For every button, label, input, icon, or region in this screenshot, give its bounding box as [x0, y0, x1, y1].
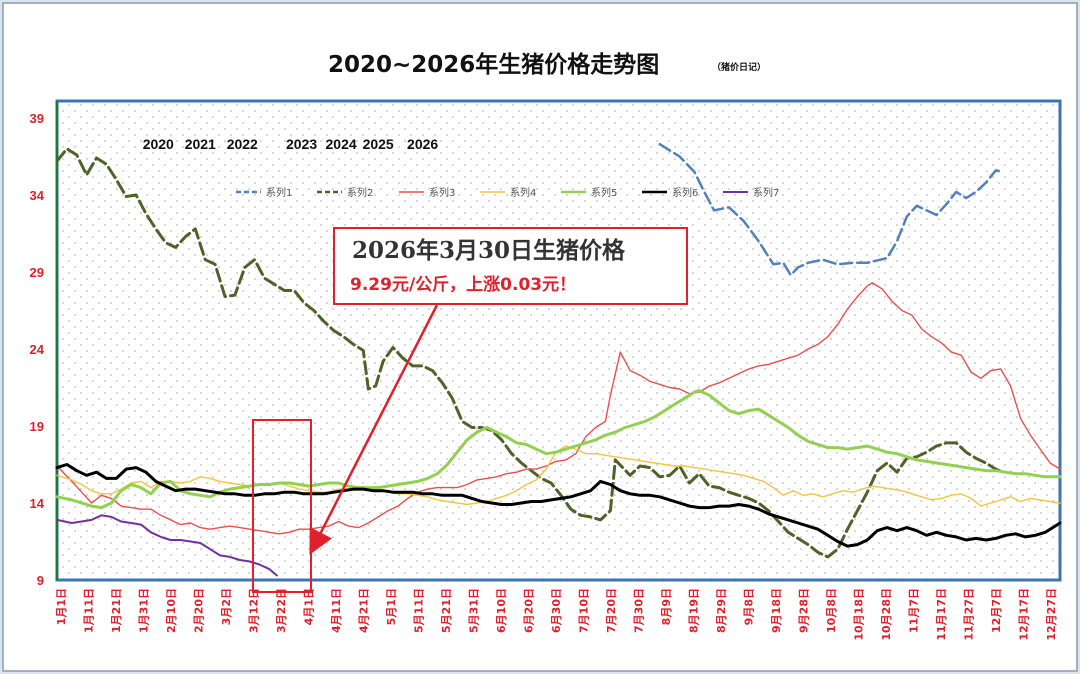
y-tick-label: 9 [37, 573, 44, 588]
annotation-title: 2026年3月30日生猪价格 [352, 237, 626, 264]
series-line-系列2 [55, 147, 1005, 559]
legend-label: 系列6 [672, 186, 698, 199]
year-label: 2020 [143, 136, 174, 152]
year-label: 2024 [326, 136, 357, 152]
series-line-系列1 [658, 142, 1005, 277]
x-tick-label: 1月31日 [138, 588, 151, 633]
x-tick-label: 11月27日 [963, 588, 976, 641]
y-tick-label: 24 [30, 342, 45, 357]
chart-subtitle: （猪价日记） [712, 61, 766, 73]
annotation-arrow [309, 304, 439, 555]
legend-label: 系列1 [266, 186, 292, 199]
x-tick-label: 5月11日 [413, 588, 426, 633]
series-line-系列6 [55, 463, 1062, 548]
year-label: 2023 [286, 136, 317, 152]
x-tick-label: 5月1日 [385, 588, 398, 625]
x-tick-label: 5月31日 [468, 588, 481, 633]
x-tick-label: 11月7日 [908, 588, 921, 633]
annotation-detail: 9.29元/公斤，上涨0.03元！ [350, 275, 576, 295]
x-tick-label: 10月8日 [825, 588, 838, 633]
y-tick-label: 19 [30, 419, 44, 434]
x-tick-label: 12月27日 [1045, 588, 1058, 641]
x-tick-label: 7月20日 [605, 588, 618, 633]
x-tick-label: 12月7日 [990, 588, 1003, 633]
x-tick-label: 2月20日 [193, 588, 206, 633]
legend-label: 系列2 [347, 186, 373, 199]
x-tick-label: 1月1日 [55, 588, 68, 625]
x-tick-label: 9月8日 [743, 588, 756, 625]
x-tick-label: 10月18日 [853, 588, 866, 641]
plot-area [57, 101, 1060, 580]
x-tick-label: 6月30日 [550, 588, 563, 633]
x-tick-label: 3月2日 [220, 588, 233, 625]
legend-label: 系列5 [591, 186, 617, 199]
x-tick-label: 2月10日 [165, 588, 178, 633]
x-tick-label: 11月17日 [935, 588, 948, 641]
year-label: 2022 [227, 136, 258, 152]
x-tick-label: 6月10日 [495, 588, 508, 633]
series-line-系列3 [56, 282, 1061, 535]
x-tick-label: 8月9日 [660, 588, 673, 625]
annotation-box [333, 227, 688, 305]
x-tick-label: 10月28日 [880, 588, 893, 641]
year-label: 2026 [407, 136, 438, 152]
x-tick-label: 6月20日 [523, 588, 536, 633]
y-tick-label: 14 [30, 496, 45, 511]
year-label: 2021 [185, 136, 216, 152]
x-tick-label: 4月11日 [330, 588, 343, 633]
legend-label: 系列4 [510, 186, 536, 199]
y-tick-label: 34 [30, 188, 45, 203]
x-tick-label: 4月21日 [358, 588, 371, 633]
x-tick-label: 12月17日 [1018, 588, 1031, 641]
x-tick-label: 4月1日 [303, 588, 316, 625]
y-tick-label: 39 [30, 111, 44, 126]
x-tick-label: 7月10日 [578, 588, 591, 633]
series-line-系列7 [56, 514, 278, 577]
legend-label: 系列7 [753, 186, 779, 199]
x-tick-label: 1月21日 [110, 588, 123, 633]
x-tick-label: 7月30日 [633, 588, 646, 633]
x-tick-label: 9月18日 [770, 588, 783, 633]
highlight-box [252, 419, 312, 593]
x-tick-label: 8月29日 [715, 588, 728, 633]
legend-label: 系列3 [429, 186, 455, 199]
x-tick-label: 9月28日 [798, 588, 811, 633]
x-tick-label: 1月11日 [83, 588, 96, 633]
x-tick-label: 3月22日 [275, 588, 288, 633]
x-tick-label: 3月12日 [248, 588, 261, 633]
x-tick-label: 5月21日 [440, 588, 453, 633]
x-tick-label: 8月19日 [688, 588, 701, 633]
year-label: 2025 [363, 136, 394, 152]
y-tick-label: 29 [30, 265, 44, 280]
series-line-系列5 [55, 389, 1062, 510]
chart-title: 2020~2026年生猪价格走势图 [328, 51, 659, 78]
